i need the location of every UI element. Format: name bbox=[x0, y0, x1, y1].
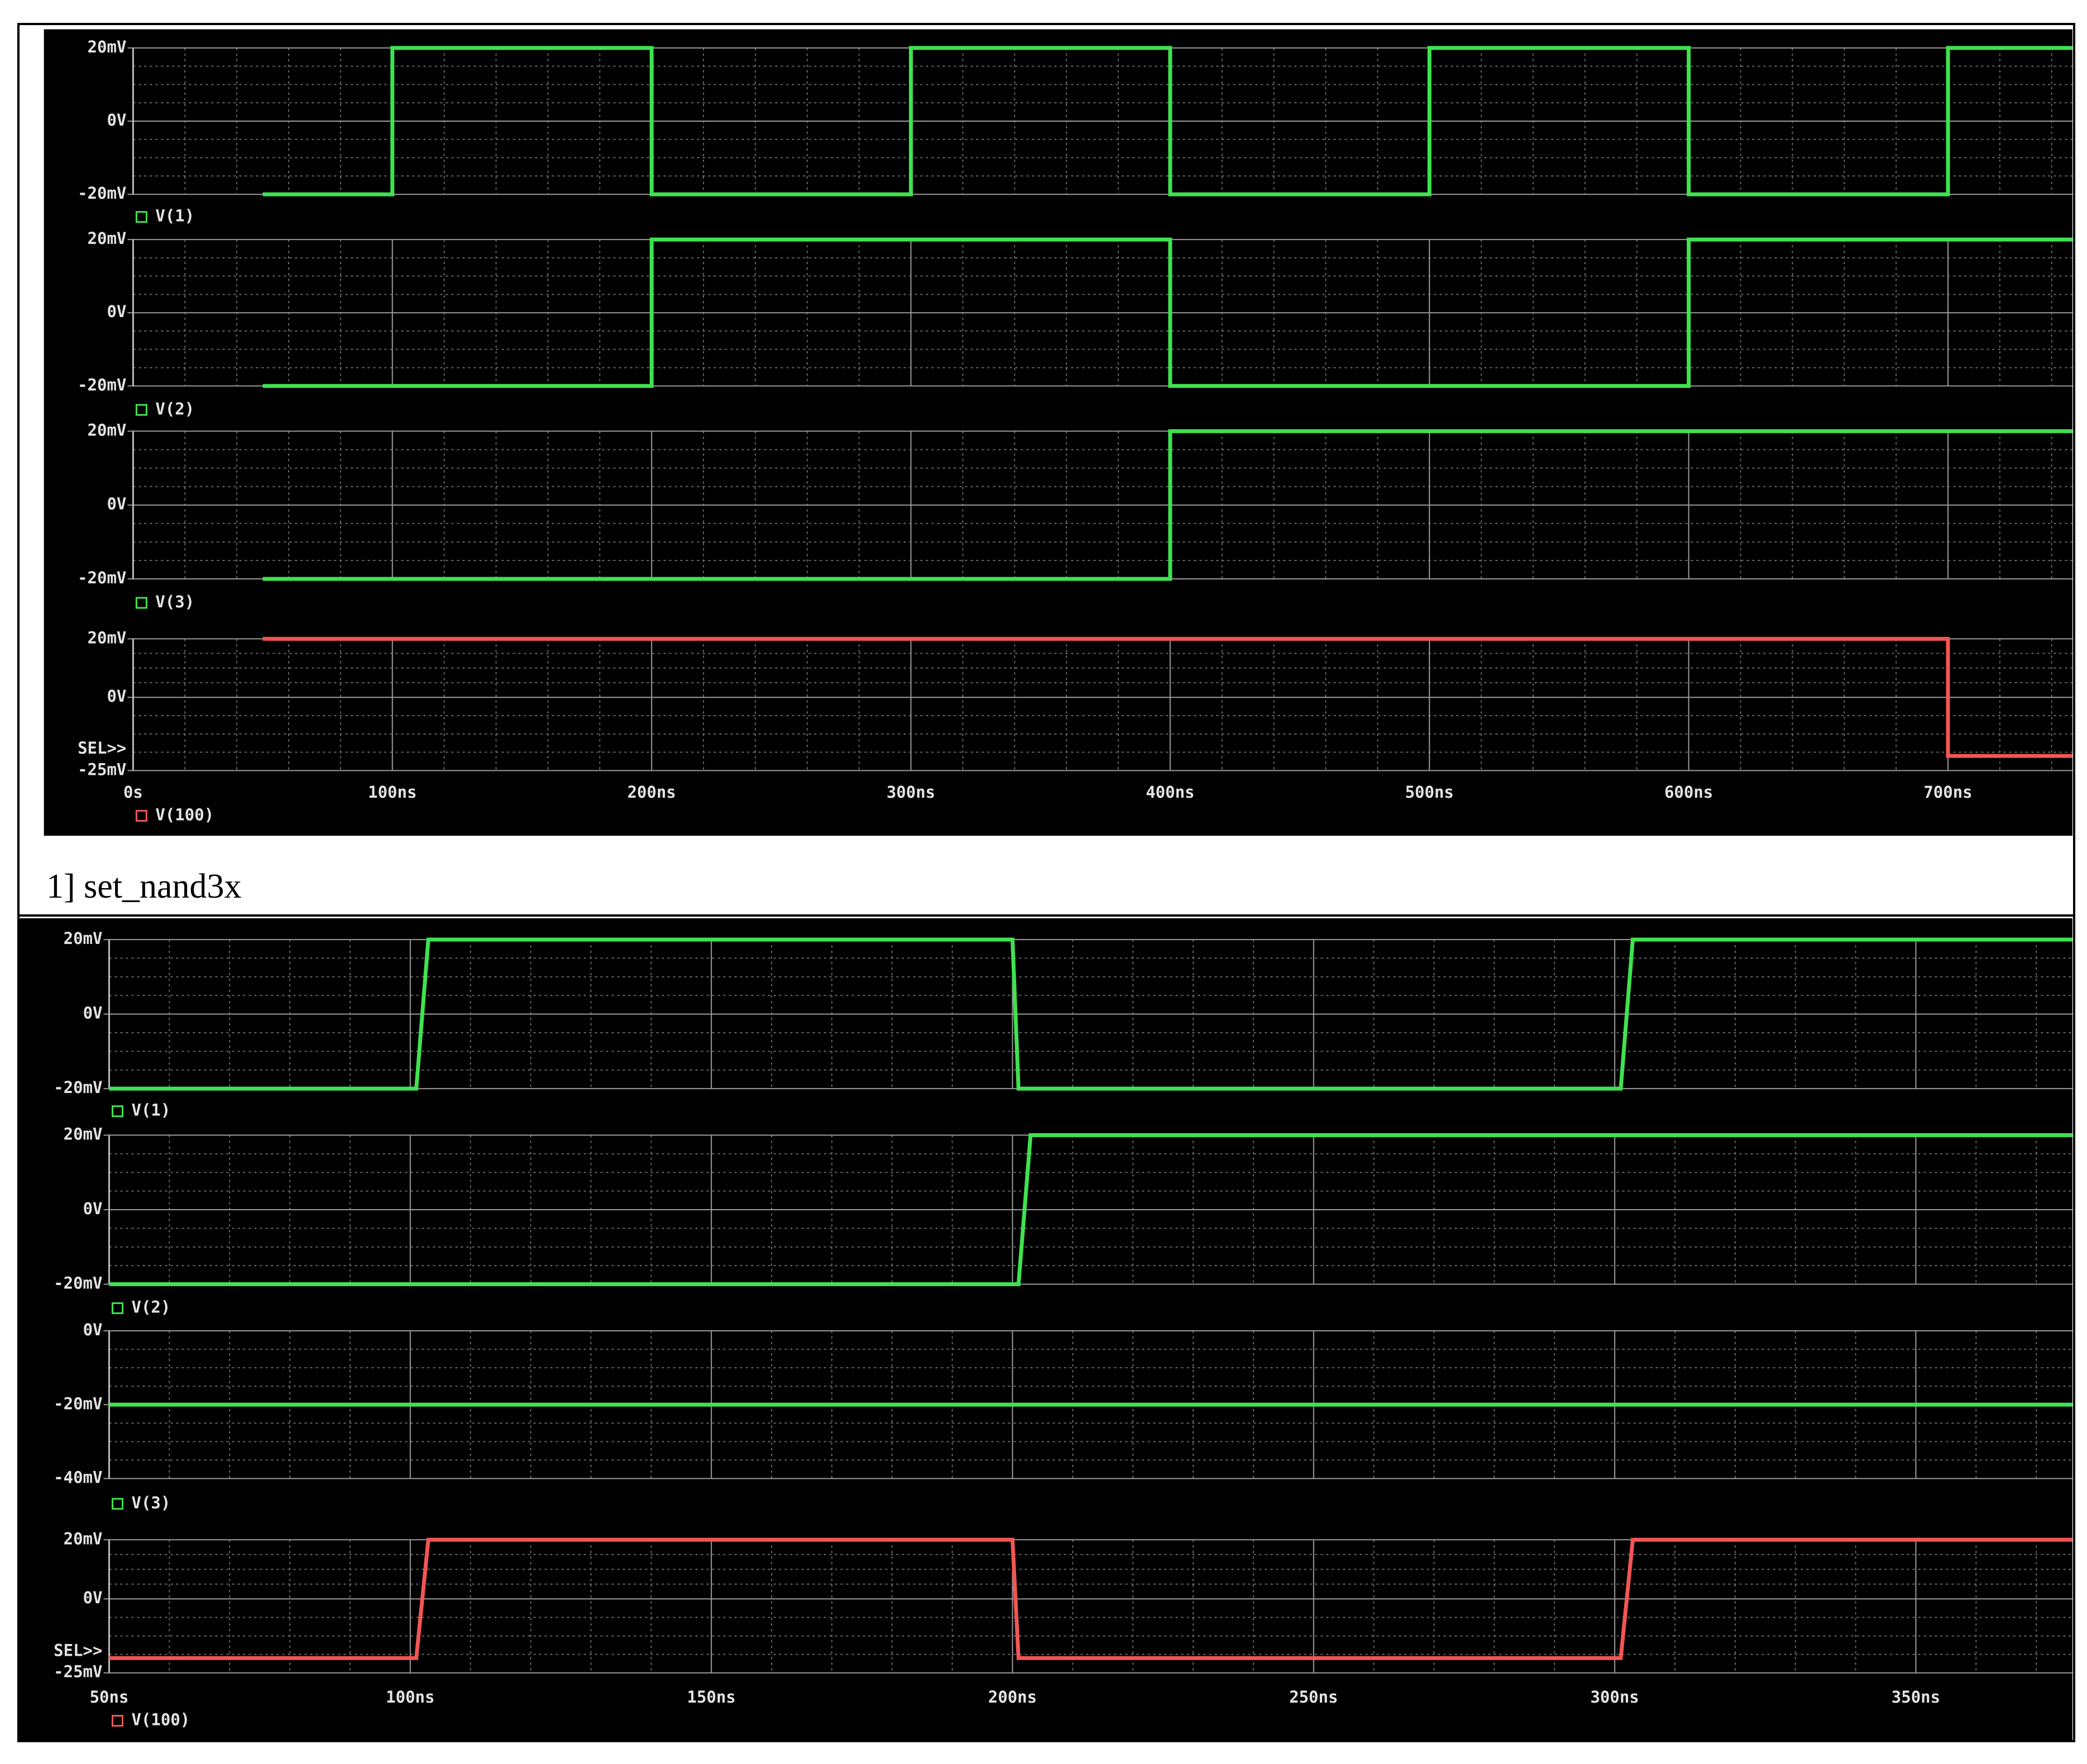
series-line bbox=[109, 1537, 2072, 1660]
x-tick-label: 200ns bbox=[988, 1688, 1037, 1707]
y-tick-label: 0V bbox=[83, 1004, 103, 1023]
x-tick-label: 700ns bbox=[1923, 783, 1972, 802]
series-line bbox=[109, 1133, 2072, 1287]
x-tick-label: 200ns bbox=[627, 783, 676, 802]
legend-swatch bbox=[135, 211, 147, 223]
legend-swatch bbox=[111, 1715, 123, 1727]
y-tick-label: -20mV bbox=[54, 1274, 102, 1293]
y-tick-label: 0V bbox=[107, 111, 126, 130]
y-tick-label: 0V bbox=[83, 1199, 103, 1218]
annotation: SEL>> bbox=[54, 1641, 102, 1660]
x-tick-label: 50ns bbox=[90, 1688, 129, 1707]
x-tick-label: 350ns bbox=[1892, 1688, 1940, 1707]
x-tick-label: 300ns bbox=[887, 783, 935, 802]
y-tick-label: 20mV bbox=[88, 420, 127, 439]
x-tick-label: 500ns bbox=[1405, 783, 1454, 802]
table-border bbox=[17, 23, 2075, 1742]
y-tick-label: -25mV bbox=[54, 1662, 102, 1681]
x-tick-label: 400ns bbox=[1146, 783, 1194, 802]
y-tick-label: 0V bbox=[107, 687, 126, 706]
legend-label: V(2) bbox=[131, 1297, 170, 1316]
legend-swatch bbox=[135, 404, 147, 416]
y-tick-label: 0V bbox=[107, 495, 126, 514]
legend-swatch bbox=[111, 1498, 123, 1510]
x-tick-label: 100ns bbox=[386, 1688, 434, 1707]
y-tick-label: -20mV bbox=[54, 1078, 102, 1097]
y-tick-label: 0V bbox=[107, 302, 126, 321]
y-tick-label: 20mV bbox=[64, 1529, 103, 1548]
x-tick-label: 0s bbox=[123, 783, 143, 802]
legend-label: V(100) bbox=[155, 805, 214, 824]
y-tick-label: 0V bbox=[83, 1588, 103, 1607]
x-tick-label: 600ns bbox=[1664, 783, 1713, 802]
series-line bbox=[262, 237, 2072, 388]
y-tick-label: 20mV bbox=[64, 929, 103, 948]
caption: 1] set_nand3x bbox=[46, 867, 242, 905]
y-tick-label: -20mV bbox=[78, 184, 126, 203]
y-tick-label: 20mV bbox=[88, 37, 127, 56]
annotation: SEL>> bbox=[78, 739, 126, 758]
legend-label: V(2) bbox=[155, 399, 194, 418]
legend-swatch bbox=[135, 809, 147, 822]
x-tick-label: 100ns bbox=[368, 783, 417, 802]
legend-label: V(1) bbox=[155, 207, 194, 226]
y-tick-label: 20mV bbox=[88, 229, 127, 248]
series-line bbox=[262, 46, 2072, 196]
legend-label: V(3) bbox=[155, 592, 194, 611]
y-tick-label: 20mV bbox=[88, 628, 127, 647]
y-tick-label: -40mV bbox=[54, 1468, 102, 1487]
plot-background bbox=[18, 918, 2072, 1741]
x-tick-label: 300ns bbox=[1590, 1688, 1639, 1707]
legend-label: V(3) bbox=[131, 1493, 170, 1512]
figures: -20mV 0V 20mV V(1) -20mV 0V 20mV V(2) -20mV 0V 20m… bbox=[18, 29, 2072, 1741]
legend-swatch bbox=[135, 597, 147, 609]
y-tick-label: 20mV bbox=[64, 1125, 103, 1144]
legend-label: V(1) bbox=[131, 1101, 170, 1120]
series-line bbox=[109, 937, 2072, 1091]
y-tick-label: -20mV bbox=[54, 1394, 102, 1413]
y-tick-label: -25mV bbox=[78, 760, 126, 779]
x-tick-label: 250ns bbox=[1289, 1688, 1338, 1707]
legend-label: V(100) bbox=[131, 1710, 190, 1729]
y-tick-label: 0V bbox=[83, 1320, 103, 1339]
series-line bbox=[262, 429, 2072, 581]
legend-swatch bbox=[111, 1105, 123, 1118]
legend-swatch bbox=[111, 1302, 123, 1314]
y-tick-label: -20mV bbox=[78, 375, 126, 394]
y-tick-label: -20mV bbox=[78, 568, 126, 587]
series-line bbox=[262, 636, 2072, 758]
x-tick-label: 150ns bbox=[687, 1688, 735, 1707]
